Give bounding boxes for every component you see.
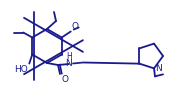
Text: N: N [66, 59, 72, 68]
Text: O: O [71, 22, 78, 31]
Text: N: N [156, 64, 162, 73]
Text: O: O [61, 75, 68, 84]
Text: H: H [66, 52, 72, 60]
Text: HO: HO [15, 64, 28, 74]
